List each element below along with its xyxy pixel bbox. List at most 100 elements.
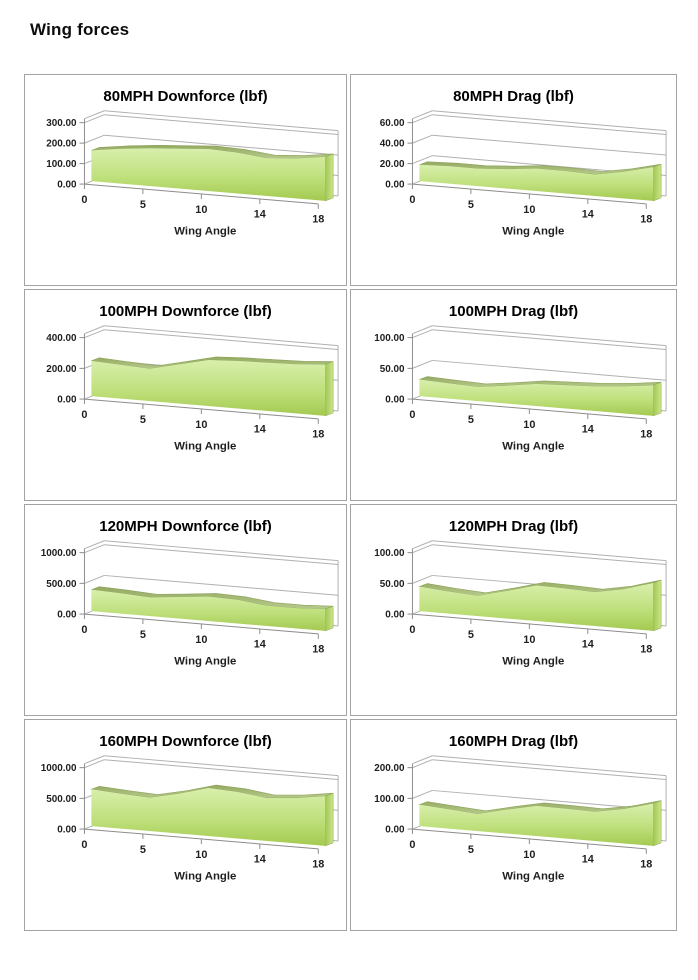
gridline bbox=[104, 759, 339, 781]
x-tick-label: 18 bbox=[312, 429, 324, 441]
x-tick-label: 0 bbox=[81, 409, 87, 421]
y-tick-label: 500.00 bbox=[46, 794, 77, 805]
y-tick-label: 1000.00 bbox=[41, 548, 77, 559]
gridline bbox=[104, 574, 339, 596]
gridline-depth bbox=[412, 544, 433, 554]
chart-canvas: 0.00 50.00 100.00 0 5 10 14 18 Wing Angle bbox=[374, 325, 667, 453]
y-tick-label: 100.00 bbox=[46, 159, 77, 170]
x-tick-label: 5 bbox=[468, 629, 474, 641]
area-series bbox=[91, 359, 326, 416]
chart-120mph-downforce: 120MPH Downforce (lbf) 0.00 500.00 1000.00… bbox=[24, 504, 347, 716]
gridline bbox=[432, 114, 667, 136]
x-tick-label: 5 bbox=[468, 844, 474, 856]
y-tick-label: 20.00 bbox=[380, 159, 405, 170]
x-tick-label: 14 bbox=[254, 209, 266, 221]
x-axis-line bbox=[84, 398, 319, 420]
gridline-depth bbox=[84, 544, 105, 554]
x-tick-label: 0 bbox=[409, 409, 415, 421]
chart-title: 160MPH Drag (lbf) bbox=[448, 733, 579, 750]
gridline bbox=[104, 329, 339, 351]
chart-canvas: 0.00 20.00 40.00 60.00 0 5 10 14 18 Wing Angle bbox=[380, 110, 667, 238]
x-tick-label: 10 bbox=[523, 849, 535, 861]
x-axis-title: Wing Angle bbox=[502, 441, 564, 453]
y-tick-label: 50.00 bbox=[380, 364, 405, 375]
x-tick-label: 10 bbox=[523, 634, 535, 646]
x-tick-label: 18 bbox=[640, 644, 652, 656]
x-tick-label: 18 bbox=[640, 214, 652, 226]
y-tick-label: 100.00 bbox=[374, 794, 405, 805]
x-tick-label: 18 bbox=[640, 429, 652, 441]
area-series bbox=[91, 788, 326, 846]
y-tick-label: 500.00 bbox=[46, 579, 77, 590]
x-tick-label: 5 bbox=[140, 844, 146, 856]
x-tick-label: 10 bbox=[195, 634, 207, 646]
x-tick-label: 14 bbox=[582, 639, 594, 651]
area-side-face bbox=[652, 381, 662, 417]
wall-top-depth-edge bbox=[84, 110, 105, 120]
chart-100mph-downforce: 100MPH Downforce (lbf) 0.00 200.00 400.00 0… bbox=[24, 289, 347, 501]
y-tick-label: 50.00 bbox=[380, 579, 405, 590]
chart-title: 80MPH Drag (lbf) bbox=[453, 88, 574, 105]
x-axis-title: Wing Angle bbox=[174, 871, 236, 883]
gridline-depth bbox=[412, 359, 433, 369]
wall-top-edge bbox=[104, 110, 339, 132]
x-tick-label: 10 bbox=[523, 204, 535, 216]
wall-top-depth-edge bbox=[84, 325, 105, 335]
area-side-face bbox=[324, 153, 334, 202]
x-tick-label: 5 bbox=[140, 199, 146, 211]
y-tick-label: 0.00 bbox=[385, 180, 405, 191]
x-tick-label: 0 bbox=[81, 194, 87, 206]
x-tick-label: 0 bbox=[409, 194, 415, 206]
gridline bbox=[432, 544, 667, 566]
area-side-face bbox=[652, 163, 662, 202]
x-tick-label: 10 bbox=[195, 419, 207, 431]
x-axis-line bbox=[412, 183, 647, 205]
gridline-depth bbox=[84, 114, 105, 124]
wall-top-edge bbox=[104, 755, 339, 777]
wall-top-depth-edge bbox=[84, 755, 105, 765]
chart-canvas: 0.00 200.00 400.00 0 5 10 14 18 Wing Angle bbox=[46, 325, 339, 453]
y-tick-label: 300.00 bbox=[46, 118, 77, 129]
chart-160mph-drag: 160MPH Drag (lbf) 0.00 100.00 200.00 0 5 10 14… bbox=[350, 719, 677, 931]
x-tick-label: 14 bbox=[582, 854, 594, 866]
area-side-face bbox=[652, 579, 662, 632]
gridline bbox=[104, 134, 339, 156]
page-title: Wing forces bbox=[30, 20, 130, 39]
y-tick-label: 200.00 bbox=[46, 139, 77, 150]
x-tick-label: 5 bbox=[140, 414, 146, 426]
x-axis-title: Wing Angle bbox=[174, 226, 236, 238]
area-side-face bbox=[324, 792, 334, 847]
x-tick-label: 5 bbox=[468, 199, 474, 211]
gridline-depth bbox=[412, 114, 433, 124]
x-tick-label: 5 bbox=[468, 414, 474, 426]
y-tick-label: 400.00 bbox=[46, 333, 77, 344]
wall-top-depth-edge bbox=[412, 540, 433, 550]
gridline-depth bbox=[84, 134, 105, 144]
gridline-depth bbox=[412, 789, 433, 799]
y-tick-label: 0.00 bbox=[57, 395, 77, 406]
area-series bbox=[91, 148, 326, 201]
y-tick-label: 0.00 bbox=[57, 180, 77, 191]
x-axis-title: Wing Angle bbox=[502, 656, 564, 668]
wall-top-depth-edge bbox=[84, 540, 105, 550]
chart-title: 120MPH Drag (lbf) bbox=[448, 518, 579, 535]
x-tick-label: 14 bbox=[254, 854, 266, 866]
chart-title: 160MPH Downforce (lbf) bbox=[99, 733, 272, 750]
chart-title: 100MPH Downforce (lbf) bbox=[99, 303, 272, 320]
chart-100mph-drag: 100MPH Drag (lbf) 0.00 50.00 100.00 0 5 10 14 1… bbox=[350, 289, 677, 501]
x-tick-label: 14 bbox=[254, 424, 266, 436]
x-axis-title: Wing Angle bbox=[174, 441, 236, 453]
area-side-face bbox=[652, 800, 662, 847]
area-series bbox=[91, 589, 326, 631]
area-series bbox=[419, 582, 654, 631]
x-tick-label: 0 bbox=[81, 839, 87, 851]
x-tick-label: 0 bbox=[81, 624, 87, 636]
area-series bbox=[419, 803, 654, 846]
chart-80mph-downforce: 80MPH Downforce (lbf) 0.00 100.00 200.00 30… bbox=[24, 74, 347, 286]
gridline bbox=[104, 544, 339, 566]
x-axis-title: Wing Angle bbox=[502, 226, 564, 238]
gridline bbox=[104, 114, 339, 136]
wall-top-edge bbox=[432, 110, 667, 132]
chart-80mph-drag: 80MPH Drag (lbf) 0.00 20.00 40.00 60.00 0 5 10… bbox=[350, 74, 677, 286]
y-tick-label: 0.00 bbox=[385, 610, 405, 621]
